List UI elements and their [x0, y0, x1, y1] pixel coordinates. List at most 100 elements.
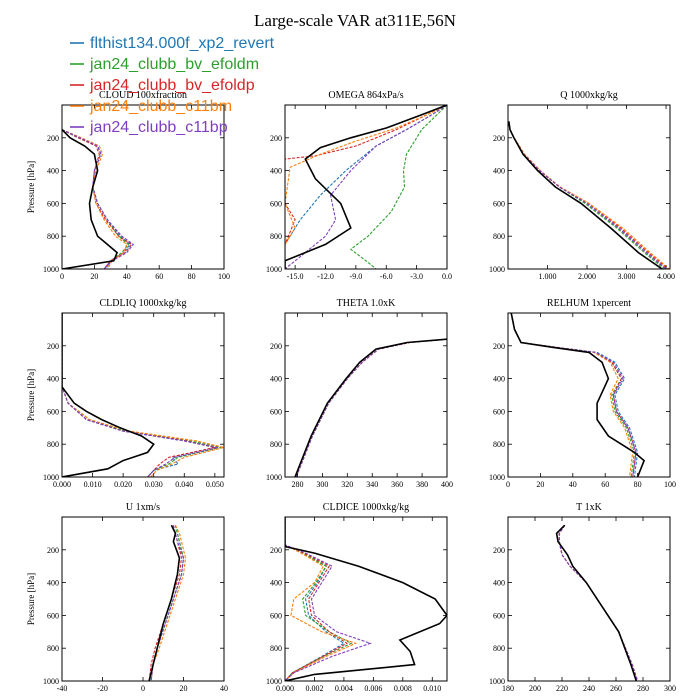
series-line-1: [285, 105, 447, 269]
legend-label: jan24_clubb_bv_efoldm: [89, 56, 259, 73]
y-tick-label: 800: [493, 232, 505, 241]
series-line-1: [508, 121, 667, 269]
y-tick-label: 1000: [266, 677, 282, 686]
x-tick-label: 60: [155, 272, 163, 281]
series-line-3: [62, 313, 215, 477]
y-tick-label: 1000: [43, 473, 59, 482]
x-tick-label: 80: [188, 272, 196, 281]
y-tick-label: 1000: [43, 265, 59, 274]
y-tick-label: 600: [47, 407, 59, 416]
x-tick-label: 260: [610, 684, 622, 693]
panel-frame: [61, 312, 225, 478]
y-tick-label: 800: [47, 232, 59, 241]
series-line-4: [285, 105, 447, 269]
y-tick-label: 200: [270, 546, 282, 555]
series-line-1: [558, 524, 639, 681]
series-line-3: [285, 105, 447, 269]
series-line-6: [285, 105, 447, 269]
series-line-4: [150, 524, 187, 681]
series-line-2: [508, 121, 665, 269]
series-line-4: [62, 313, 224, 477]
series-line-6: [510, 313, 646, 477]
x-tick-label: 240: [583, 684, 595, 693]
series-line-1: [295, 338, 447, 477]
x-tick-label: 220: [556, 684, 568, 693]
panel-7: U 1xm/s -40 -20 0 20 40 200 400 600 800 1000 Pressu…: [26, 502, 228, 693]
x-tick-label: 0.006: [364, 684, 382, 693]
y-tick-label: 600: [47, 199, 59, 208]
panel-title: T 1xK: [576, 502, 602, 513]
legend-label: flthist134.000f_xp2_revert: [90, 35, 275, 52]
y-tick-label: 800: [493, 644, 505, 653]
x-tick-label: 0.0: [442, 272, 452, 281]
y-tick-label: 200: [493, 546, 505, 555]
series-line-4: [62, 129, 128, 269]
series-line-3: [508, 121, 669, 269]
y-tick-label: 200: [47, 546, 59, 555]
panel-frame: [284, 104, 448, 270]
y-tick-label: 600: [270, 611, 282, 620]
x-tick-label: 0.000: [276, 684, 294, 693]
series-line-2: [62, 313, 222, 477]
x-tick-label: 400: [441, 480, 453, 489]
x-tick-label: 40: [220, 684, 228, 693]
series-line-4: [558, 524, 639, 681]
legend-item-2: jan24_clubb_bv_efoldm: [70, 56, 259, 73]
x-tick-label: 40: [123, 272, 131, 281]
panel-title: RELHUM 1xpercent: [547, 298, 631, 309]
panel-5-series-group: [294, 338, 447, 477]
series-line-3: [148, 525, 183, 681]
y-tick-label: 800: [493, 440, 505, 449]
legend-label: jan24_clubb_c11bp: [89, 119, 228, 136]
legend-item-4: jan24_clubb_c11bm: [70, 98, 232, 115]
series-line-6: [508, 121, 663, 269]
x-tick-label: 1.000: [539, 272, 557, 281]
series-line-6: [294, 338, 447, 477]
panel-8: CLDICE 1000xkg/kg 0.000 0.002 0.004 0.006 0.0…: [266, 502, 448, 693]
y-tick-label: 400: [270, 167, 282, 176]
y-axis-label: Pressure [hPa]: [26, 573, 36, 625]
series-line-3: [558, 524, 639, 681]
x-tick-label: 100: [664, 480, 676, 489]
series-line-3: [295, 338, 447, 477]
series-line-5: [508, 121, 667, 269]
y-tick-label: 1000: [43, 677, 59, 686]
x-tick-label: 0: [506, 480, 510, 489]
panel-9-series-group: [555, 524, 639, 681]
y-tick-label: 800: [47, 440, 59, 449]
legend-item-3: jan24_clubb_bv_efoldp: [70, 77, 255, 94]
y-tick-label: 400: [270, 375, 282, 384]
series-line-3: [510, 313, 637, 477]
x-tick-label: 0.004: [335, 684, 353, 693]
panel-frame: [61, 104, 225, 270]
series-line-6: [555, 524, 638, 681]
y-tick-label: 1000: [266, 473, 282, 482]
panel-title: OMEGA 864xPa/s: [328, 90, 403, 101]
x-tick-label: 0.020: [114, 480, 132, 489]
panel-title: Q 1000xkg/kg: [560, 90, 618, 101]
x-tick-label: 3.000: [618, 272, 636, 281]
x-tick-label: -6.0: [380, 272, 393, 281]
panel-4-series-group: [62, 313, 224, 477]
series-line-2: [558, 524, 639, 681]
series-line-2: [349, 105, 447, 269]
x-tick-label: 380: [416, 480, 428, 489]
y-tick-label: 600: [493, 611, 505, 620]
x-tick-label: 300: [664, 684, 676, 693]
y-tick-label: 600: [270, 199, 282, 208]
x-tick-label: 200: [529, 684, 541, 693]
y-tick-label: 800: [47, 644, 59, 653]
x-tick-label: 280: [291, 480, 303, 489]
y-tick-label: 200: [493, 342, 505, 351]
series-line-6: [62, 129, 119, 269]
y-tick-label: 1000: [489, 473, 505, 482]
series-line-2: [510, 313, 635, 477]
x-tick-label: 0.040: [175, 480, 193, 489]
y-tick-label: 800: [270, 644, 282, 653]
series-line-2: [295, 338, 447, 477]
panel-2: OMEGA 864xPa/s -15.0 -12.0 -9.0 -6.0 -3.0 0.0 2…: [266, 90, 452, 281]
series-line-4: [285, 517, 358, 681]
panel-frame: [284, 516, 448, 682]
